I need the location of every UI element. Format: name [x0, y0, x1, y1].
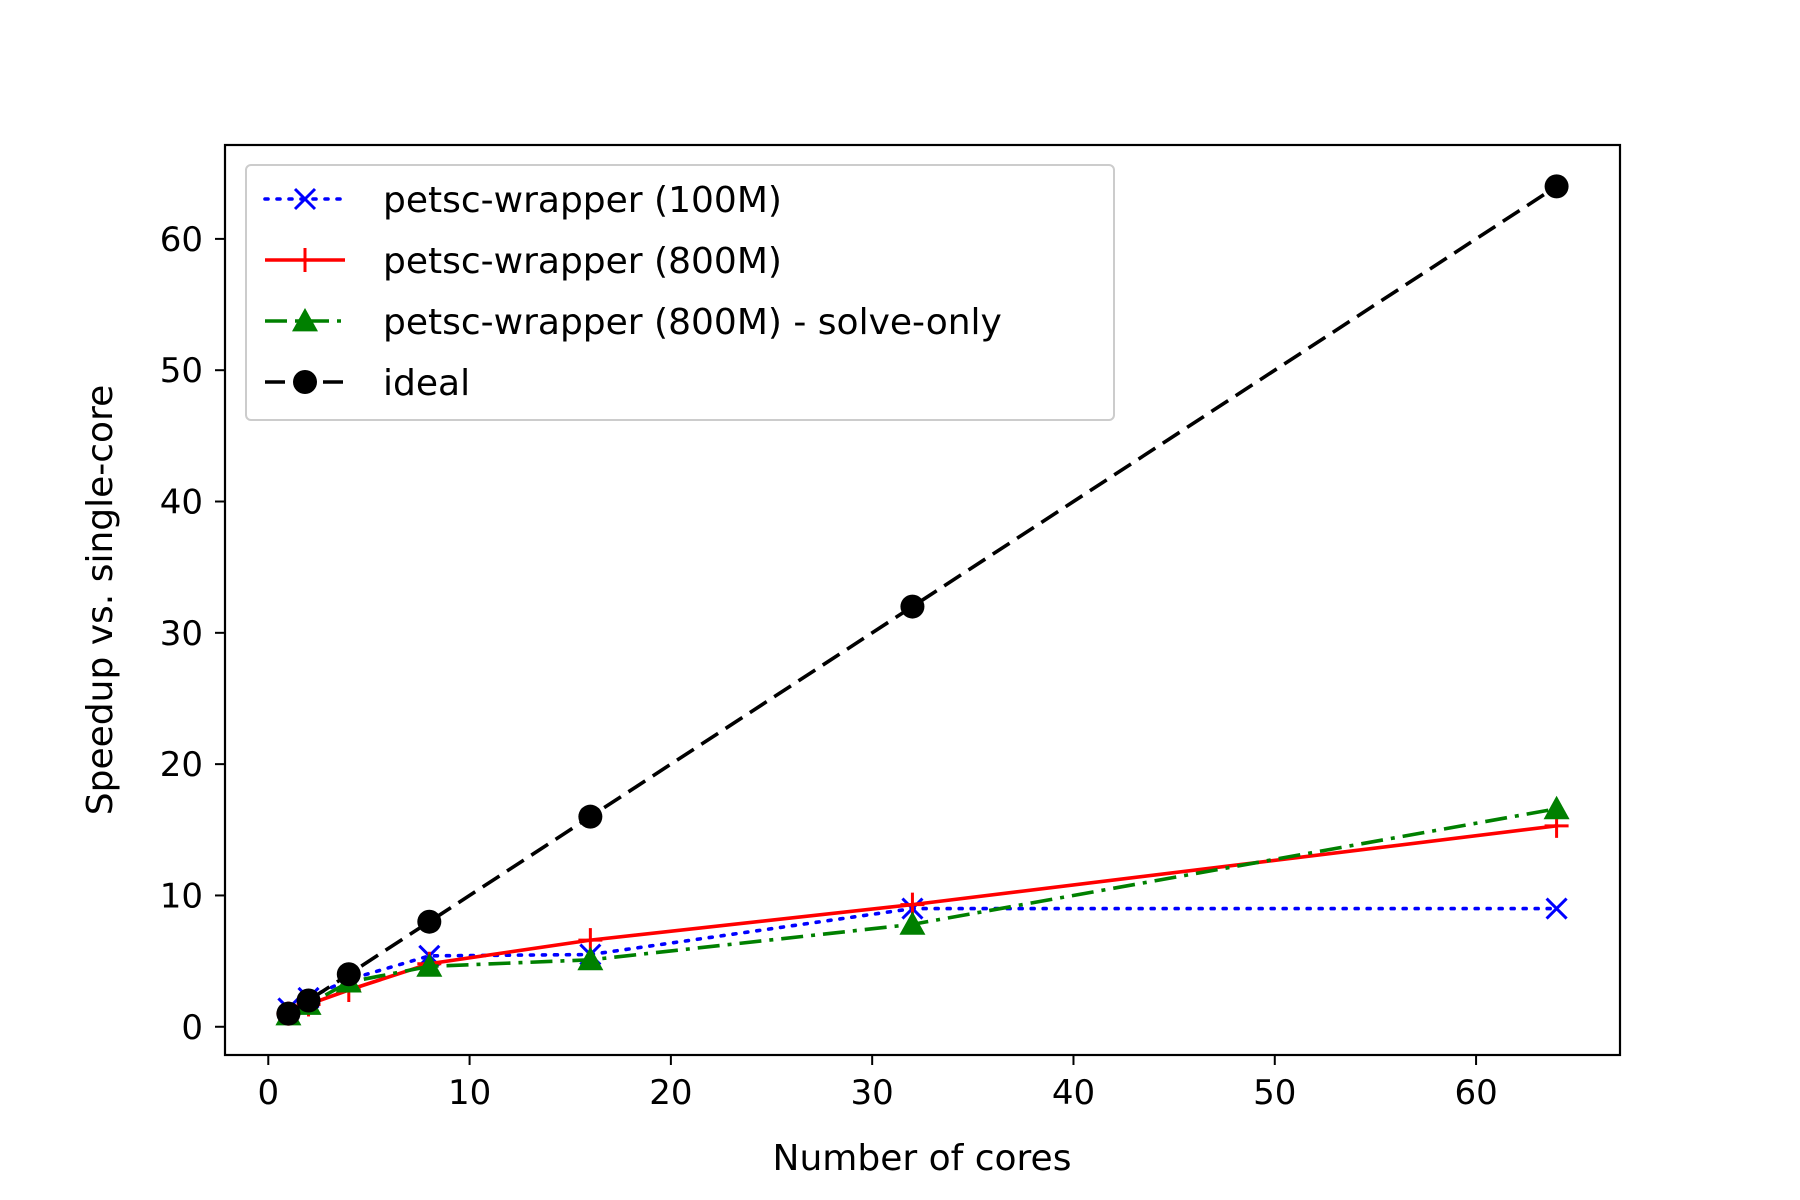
legend-swatch-marker-1	[293, 248, 317, 272]
series-2-point-4-shape	[577, 946, 604, 971]
series-0-point-6-stroke-b	[1545, 897, 1568, 920]
y-tick-label-2: 20	[160, 745, 203, 785]
series-3-point-6	[1544, 174, 1569, 199]
series-3-point-4	[578, 804, 603, 829]
series-2-point-5-shape	[899, 911, 926, 935]
legend-entry-2: petsc-wrapper (800M) - solve-only	[265, 302, 1002, 343]
series-3-point-1	[296, 988, 321, 1013]
series-3-point-2	[336, 962, 361, 987]
series-3-point-6-shape	[1544, 174, 1569, 199]
y-axis-label: Speedup vs. single-core	[80, 385, 121, 815]
legend-swatch-marker-2-shape	[292, 308, 318, 332]
legend-entry-1: petsc-wrapper (800M)	[265, 241, 782, 282]
legend-swatch-marker-0-stroke-b	[293, 187, 317, 211]
series-3-point-4-shape	[578, 804, 603, 829]
legend-swatch-marker-0	[293, 187, 317, 211]
legend-swatch-marker-3-shape	[293, 370, 317, 394]
y-tick-label-4: 40	[160, 483, 203, 523]
legend-entries: petsc-wrapper (100M) petsc-wrapper (800M)…	[263, 180, 1002, 404]
x-axis-ticks: 0 10 20 30 40 50 60	[257, 1055, 1498, 1113]
series-3-point-5-shape	[900, 594, 925, 619]
series-layer	[275, 174, 1570, 1026]
y-axis-ticks: 0 10 20 30 40 50 60	[160, 220, 225, 1048]
x-tick-label-1: 10	[448, 1073, 491, 1113]
legend-entry-0: petsc-wrapper (100M)	[263, 180, 782, 221]
series-3-point-5	[900, 594, 925, 619]
series-3-point-0	[276, 1001, 301, 1026]
series-2-point-3-shape	[416, 953, 443, 977]
x-tick-label-0: 0	[257, 1073, 279, 1113]
series-0-point-6	[1545, 897, 1568, 920]
x-tick-label-5: 50	[1253, 1073, 1296, 1113]
y-tick-label-1: 10	[160, 876, 203, 916]
legend-label-3: ideal	[383, 363, 470, 404]
x-axis-label: Number of cores	[773, 1138, 1072, 1179]
series-3-point-3-shape	[417, 909, 442, 934]
legend-label-2: petsc-wrapper (800M) - solve-only	[383, 302, 1002, 343]
series-2-point-6	[1543, 795, 1570, 820]
x-tick-label-3: 30	[851, 1073, 894, 1113]
legend-swatch-marker-3	[293, 370, 317, 394]
legend-label-1: petsc-wrapper (800M)	[383, 241, 782, 282]
legend-swatch-marker-2	[292, 308, 318, 332]
y-tick-label-3: 30	[160, 614, 203, 654]
y-tick-label-0: 0	[181, 1008, 203, 1048]
legend-box	[245, 164, 1115, 421]
series-2-point-6-shape	[1543, 795, 1570, 820]
legend-label-0: petsc-wrapper (100M)	[383, 180, 782, 221]
y-tick-label-6: 60	[160, 220, 203, 260]
legend-entry-3: ideal	[265, 363, 470, 404]
series-3-point-0-shape	[276, 1001, 301, 1026]
x-tick-label-4: 40	[1052, 1073, 1095, 1113]
series-3-point-2-shape	[336, 962, 361, 987]
x-tick-label-2: 20	[649, 1073, 692, 1113]
series-2-point-3	[416, 953, 443, 977]
legend: petsc-wrapper (100M) petsc-wrapper (800M)…	[245, 164, 1115, 421]
y-tick-label-5: 50	[160, 351, 203, 391]
plot-frame	[223, 143, 1622, 1057]
series-3-point-3	[417, 909, 442, 934]
series-2-point-5	[899, 911, 926, 935]
x-tick-label-6: 60	[1454, 1073, 1497, 1113]
series-3	[276, 174, 1569, 1026]
series-3-point-1-shape	[296, 988, 321, 1013]
series-2-point-4	[577, 946, 604, 971]
